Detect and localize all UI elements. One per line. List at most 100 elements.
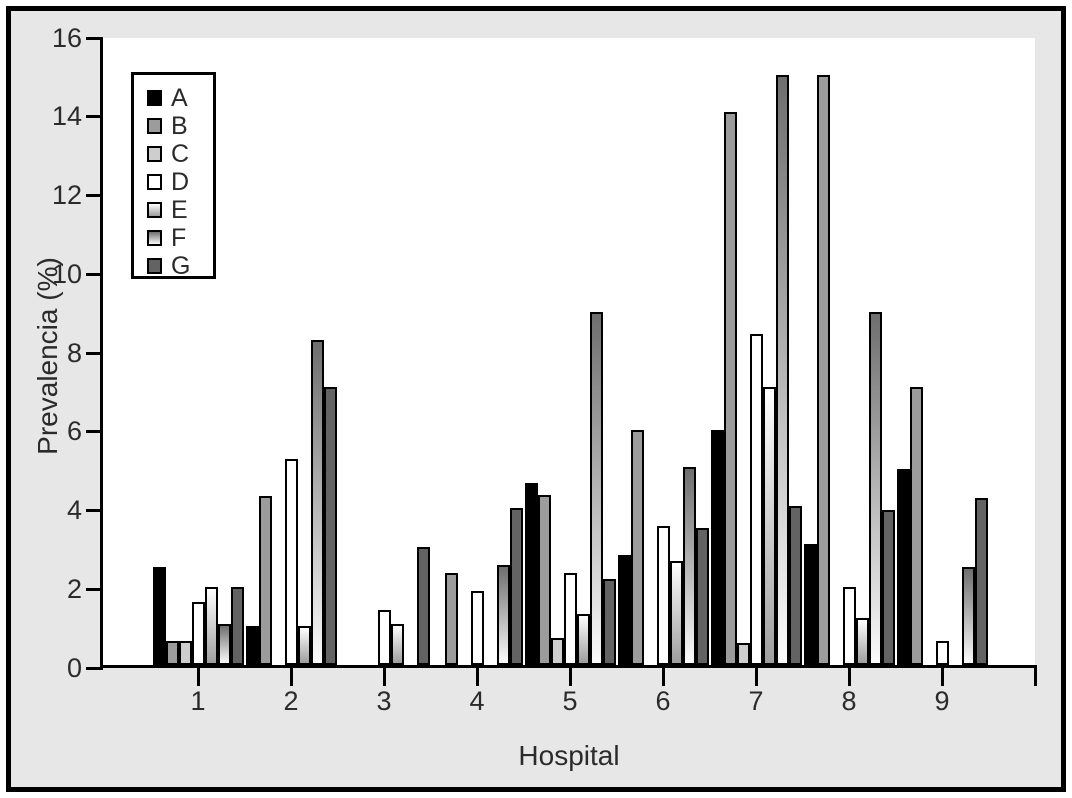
x-axis-tick-label: 1	[190, 686, 206, 716]
legend-swatch-D	[147, 174, 162, 190]
bar-B-8	[817, 75, 830, 665]
y-axis-tick	[86, 351, 103, 355]
y-axis-tick-label: 4	[66, 495, 82, 525]
bar-F-7	[776, 75, 789, 665]
bar-F-1	[218, 624, 231, 665]
bar-E-7	[763, 387, 776, 665]
x-axis-title: Hospital	[518, 740, 620, 771]
bars-container	[103, 38, 1035, 665]
bar-F-2	[311, 340, 324, 665]
bar-A-7	[711, 430, 724, 665]
legend-swatch-F	[147, 230, 162, 246]
x-axis-tick	[754, 665, 758, 686]
x-axis-tick	[940, 665, 944, 686]
legend-swatch-C	[147, 146, 162, 162]
y-axis-tick	[86, 430, 103, 434]
bar-A-5	[525, 483, 538, 665]
y-axis-tick	[86, 272, 103, 276]
y-axis-tick-label: 16	[51, 22, 82, 53]
x-axis-tick-label: 6	[655, 686, 671, 716]
y-axis-tick	[86, 194, 103, 197]
bar-F-8	[869, 312, 882, 665]
bar-A-6	[618, 555, 631, 665]
bar-G-4	[510, 508, 523, 665]
legend-label: F	[171, 223, 187, 252]
bar-G-9	[975, 498, 988, 665]
bar-E-3	[391, 624, 404, 665]
bar-F-9	[962, 567, 975, 665]
bar-E-6	[670, 561, 683, 665]
bar-F-6	[683, 467, 696, 665]
legend-label: E	[171, 195, 188, 224]
legend-item-B: B	[134, 112, 213, 140]
legend-item-A: A	[134, 84, 213, 112]
bar-B-4	[445, 573, 458, 665]
bar-D-8	[843, 587, 856, 665]
bar-E-5	[577, 614, 590, 665]
bar-G-1	[231, 587, 244, 665]
bar-A-2	[246, 626, 259, 665]
x-axis-tick-label: 7	[748, 686, 764, 716]
y-axis-tick-label: 2	[66, 573, 82, 604]
bar-A-9	[897, 469, 910, 665]
legend-item-E: E	[134, 196, 213, 224]
bar-B-5	[538, 495, 551, 665]
x-axis-tick	[289, 665, 293, 686]
bar-B-2	[259, 496, 272, 665]
bar-D-4	[471, 591, 484, 665]
legend-swatch-B	[147, 118, 162, 134]
bar-G-7	[789, 506, 802, 665]
bar-F-5	[590, 312, 603, 665]
legend-item-D: D	[134, 168, 213, 196]
legend-swatch-A	[147, 90, 162, 106]
legend-label: A	[171, 83, 188, 112]
bar-G-6	[696, 528, 709, 665]
bar-G-8	[882, 510, 895, 665]
y-axis-tick	[86, 36, 103, 40]
legend-label: B	[171, 111, 188, 140]
bar-C-7	[737, 643, 750, 665]
x-axis-tick	[661, 665, 665, 686]
y-axis-tick-label: 10	[51, 258, 82, 289]
bar-B-7	[724, 112, 737, 665]
x-axis-tick-label: 3	[376, 686, 392, 716]
legend-label: G	[171, 251, 191, 280]
bar-D-1	[192, 602, 205, 665]
bar-B-1	[166, 641, 179, 665]
bar-E-1	[205, 587, 218, 665]
bar-E-2	[298, 626, 311, 665]
x-axis-tick	[475, 665, 479, 686]
bar-D-2	[285, 459, 298, 665]
bar-A-8	[804, 544, 817, 665]
legend-item-F: F	[134, 224, 213, 252]
y-axis-tick-label: 0	[66, 652, 82, 683]
x-axis-tick	[196, 665, 200, 686]
x-axis-tick-label: 5	[562, 686, 578, 716]
legend-swatch-E	[147, 202, 162, 218]
x-axis-tick	[847, 665, 851, 686]
bar-E-8	[856, 618, 869, 665]
bar-G-2	[324, 387, 337, 665]
legend-item-G: G	[134, 252, 213, 280]
y-axis-tick	[86, 666, 103, 670]
y-axis-tick-label: 12	[51, 180, 82, 210]
y-axis-tick	[86, 115, 103, 119]
bar-D-9	[936, 641, 949, 665]
bar-B-9	[910, 387, 923, 665]
bar-G-5	[603, 579, 616, 665]
y-axis-tick-label: 14	[51, 101, 82, 132]
x-axis-tick-label: 4	[469, 686, 485, 716]
x-axis-tick-label: 2	[283, 686, 299, 716]
bar-D-3	[378, 610, 391, 665]
bar-D-6	[657, 526, 670, 665]
legend-label: D	[171, 167, 190, 196]
bar-G-3	[417, 547, 430, 665]
legend-label: C	[171, 139, 190, 168]
bar-C-1	[179, 641, 192, 665]
bar-F-4	[497, 565, 510, 665]
bar-C-5	[551, 638, 564, 665]
y-axis-tick-label: 6	[66, 416, 82, 447]
x-axis-tick	[382, 665, 386, 686]
